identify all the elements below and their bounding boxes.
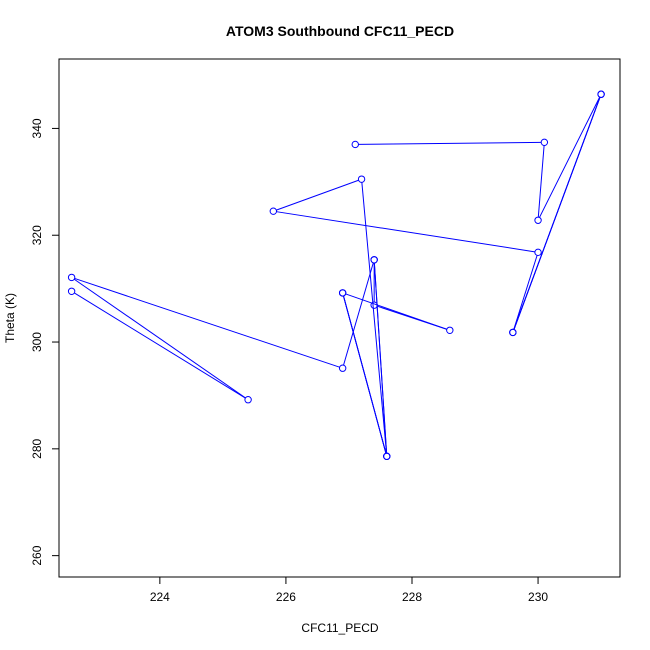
data-point — [357, 175, 366, 183]
data-point — [534, 216, 542, 224]
x-axis-label: CFC11_PECD — [301, 621, 378, 635]
x-tick-label: 224 — [150, 590, 170, 604]
x-tick-label: 230 — [528, 590, 548, 604]
data-point — [383, 452, 391, 461]
data-point — [338, 364, 347, 372]
data-point — [67, 273, 76, 282]
data-point — [351, 140, 359, 149]
data-point — [597, 90, 605, 98]
y-axis: 260 280 300 320 340 — [30, 118, 60, 566]
plot-frame — [58, 58, 621, 578]
series-segment — [343, 262, 374, 366]
series-segment — [73, 278, 246, 399]
series-line — [73, 96, 601, 454]
series-segment — [343, 295, 387, 454]
series-segment — [276, 179, 359, 211]
y-tick-label: 300 — [30, 332, 44, 352]
series-segment — [513, 97, 601, 330]
chart-title: ATOM3 Southbound CFC11_PECD — [226, 23, 454, 39]
y-tick-label: 260 — [30, 545, 44, 565]
series-markers — [67, 90, 605, 461]
data-point — [269, 207, 278, 215]
y-tick-label: 320 — [30, 225, 44, 245]
x-tick-label: 226 — [276, 590, 296, 604]
data-point — [67, 287, 76, 295]
series-segment — [345, 293, 447, 330]
series-segment — [361, 182, 387, 454]
data-point — [509, 328, 517, 337]
x-tick-label: 228 — [402, 590, 422, 604]
series-segment — [276, 211, 535, 253]
series-segment — [539, 96, 601, 218]
data-point — [540, 138, 549, 147]
series-segment — [373, 262, 388, 454]
series-segment — [74, 292, 246, 399]
data-point — [446, 326, 454, 334]
series-segment — [358, 141, 542, 145]
data-point — [244, 396, 252, 404]
series-segment — [513, 255, 538, 330]
y-axis-label: Theta (K) — [3, 293, 17, 343]
series-segment — [537, 145, 545, 218]
data-point — [370, 256, 378, 264]
data-point — [534, 248, 542, 257]
x-axis: 224 226 228 230 — [150, 576, 548, 604]
data-point — [370, 301, 378, 309]
series-segment — [74, 277, 340, 368]
y-tick-label: 340 — [30, 118, 44, 138]
data-point — [338, 289, 347, 297]
y-tick-label: 280 — [30, 439, 44, 459]
